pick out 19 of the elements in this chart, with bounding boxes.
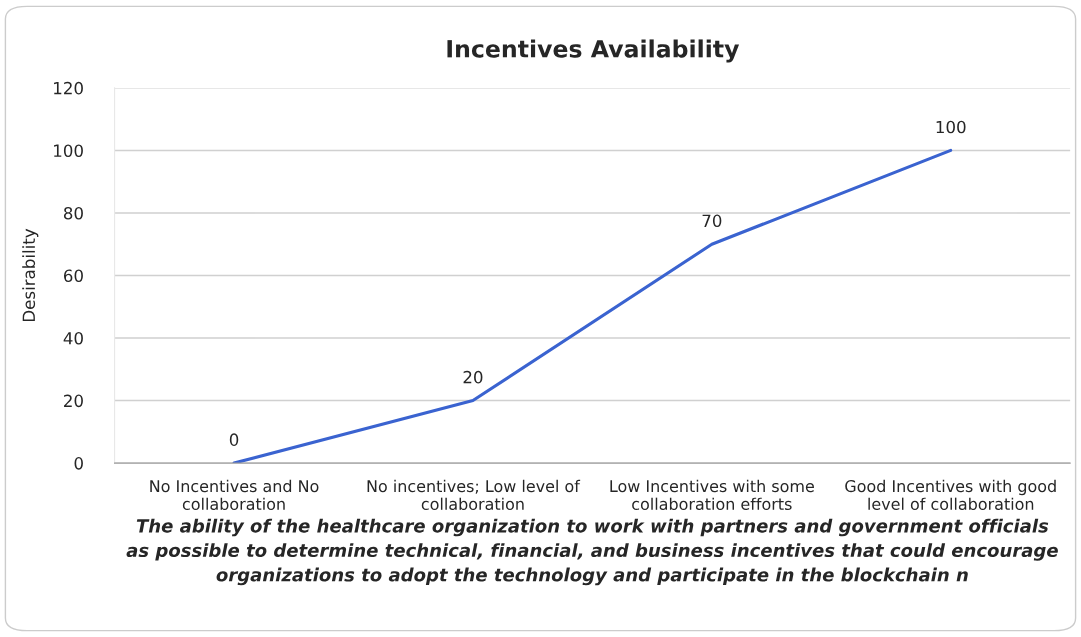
y-tick-label: 100 — [54, 144, 83, 158]
x-axis-title: The ability of the healthcare organization to work with partners and government officials as possible to determine technical, financial, and business incentives that could encourage organizations to adopt the technology and participate in the blockchain n — [126, 518, 1058, 586]
chart-title: Incentives Availability — [447, 39, 740, 63]
x-tick-label: Good Incentives with good level of collaboration — [845, 479, 1056, 511]
data-label: 20 — [463, 370, 483, 384]
data-label: 70 — [702, 214, 722, 228]
data-label: 0 — [229, 433, 239, 446]
y-tick-label: 120 — [54, 81, 83, 95]
y-tick-label: 60 — [63, 269, 83, 283]
y-tick-label: 0 — [74, 457, 83, 470]
y-tick-label: 40 — [63, 332, 83, 345]
y-axis-title: Desirability — [22, 228, 39, 322]
data-label: 100 — [936, 120, 966, 134]
x-tick-label: No incentives; Low level of collaboration — [367, 479, 581, 511]
x-tick-label: Low Incentives with some collaboration efforts — [610, 479, 814, 511]
line-series — [232, 148, 953, 464]
y-tick-label: 80 — [63, 206, 83, 220]
y-tick-label: 20 — [64, 394, 83, 408]
x-tick-label: No Incentives and No collaboration — [150, 479, 319, 511]
